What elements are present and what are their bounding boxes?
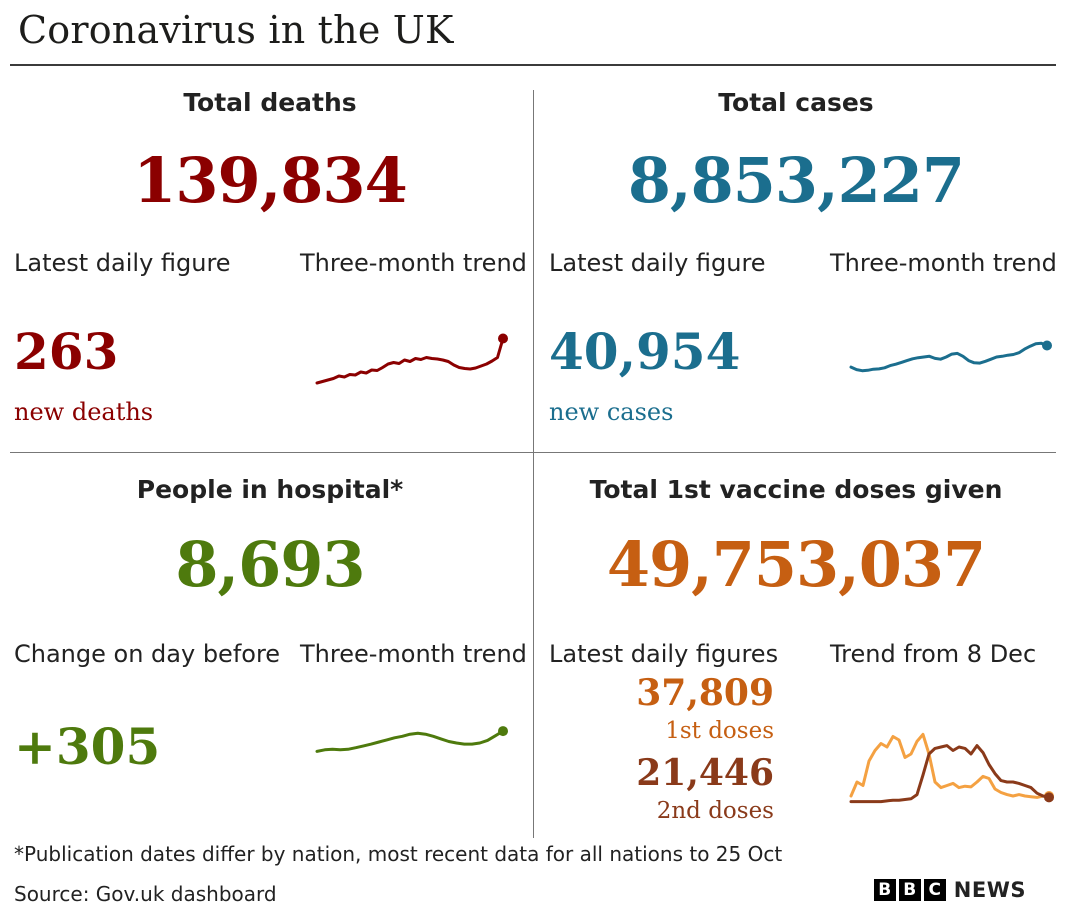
deaths-daily-label: new deaths xyxy=(14,398,154,426)
vaccine-trend-label: Trend from 8 Dec xyxy=(830,640,1037,668)
cases-daily-label: new cases xyxy=(549,398,674,426)
horizontal-divider xyxy=(10,452,1056,453)
page-title: Coronavirus in the UK xyxy=(18,8,454,52)
hospital-total: 8,693 xyxy=(175,528,365,601)
vaccine-heading: Total 1st vaccine doses given xyxy=(589,475,1003,504)
logo-letter-c: C xyxy=(923,879,946,901)
sparkline-0-series-0 xyxy=(315,337,505,385)
logo-news: NEWS xyxy=(953,878,1026,902)
cases-daily: 40,954 xyxy=(549,322,741,381)
hospital-trend-label: Three-month trend xyxy=(300,640,527,668)
sparkline-1-series-0-end-dot xyxy=(1042,340,1052,351)
sparkline-3-series-1 xyxy=(849,744,1051,804)
deaths-trend-chart xyxy=(315,333,508,385)
deaths-daily: 263 xyxy=(14,322,119,381)
deaths-heading: Total deaths xyxy=(183,88,357,117)
cases-latest-label: Latest daily figure xyxy=(549,249,766,277)
vaccine-latest-label: Latest daily figures xyxy=(549,640,779,668)
first-doses-value: 37,809 xyxy=(636,672,774,714)
sparkline-2-series-0-end-dot xyxy=(498,726,508,737)
title-rule xyxy=(10,64,1056,66)
second-doses-value: 21,446 xyxy=(636,752,774,794)
second-doses-label: 2nd doses xyxy=(656,798,774,824)
cases-heading: Total cases xyxy=(718,88,874,117)
cases-total: 8,853,227 xyxy=(627,144,965,217)
hospital-trend-chart xyxy=(315,726,508,753)
hospital-change-label: Change on day before xyxy=(14,640,281,668)
logo-letter-b2: B xyxy=(898,879,921,901)
hospital-heading: People in hospital* xyxy=(136,475,404,504)
vertical-divider xyxy=(533,90,534,838)
vaccine-total: 49,753,037 xyxy=(606,528,986,601)
deaths-total: 139,834 xyxy=(133,144,407,217)
first-doses-label: 1st doses xyxy=(665,718,774,744)
deaths-latest-label: Latest daily figure xyxy=(14,249,231,277)
hospital-change: +305 xyxy=(14,717,161,776)
sparkline-3-series-0 xyxy=(849,732,1051,799)
source-note: Source: Gov.uk dashboard xyxy=(14,882,277,906)
logo-letter-b1: B xyxy=(873,879,896,901)
cases-trend-chart xyxy=(849,340,1052,373)
deaths-trend-label: Three-month trend xyxy=(300,249,527,277)
sparkline-1-series-0 xyxy=(849,341,1049,373)
sparkline-2-series-0 xyxy=(315,729,505,753)
sparkline-0-series-0-end-dot xyxy=(498,333,508,344)
sparkline-3-series-1-end-dot xyxy=(1044,792,1054,803)
footnote: *Publication dates differ by nation, mos… xyxy=(14,842,783,866)
cases-trend-label: Three-month trend xyxy=(830,249,1057,277)
vaccine-trend-chart xyxy=(849,732,1054,804)
bbc-news-logo: B B C NEWS xyxy=(873,878,1026,902)
